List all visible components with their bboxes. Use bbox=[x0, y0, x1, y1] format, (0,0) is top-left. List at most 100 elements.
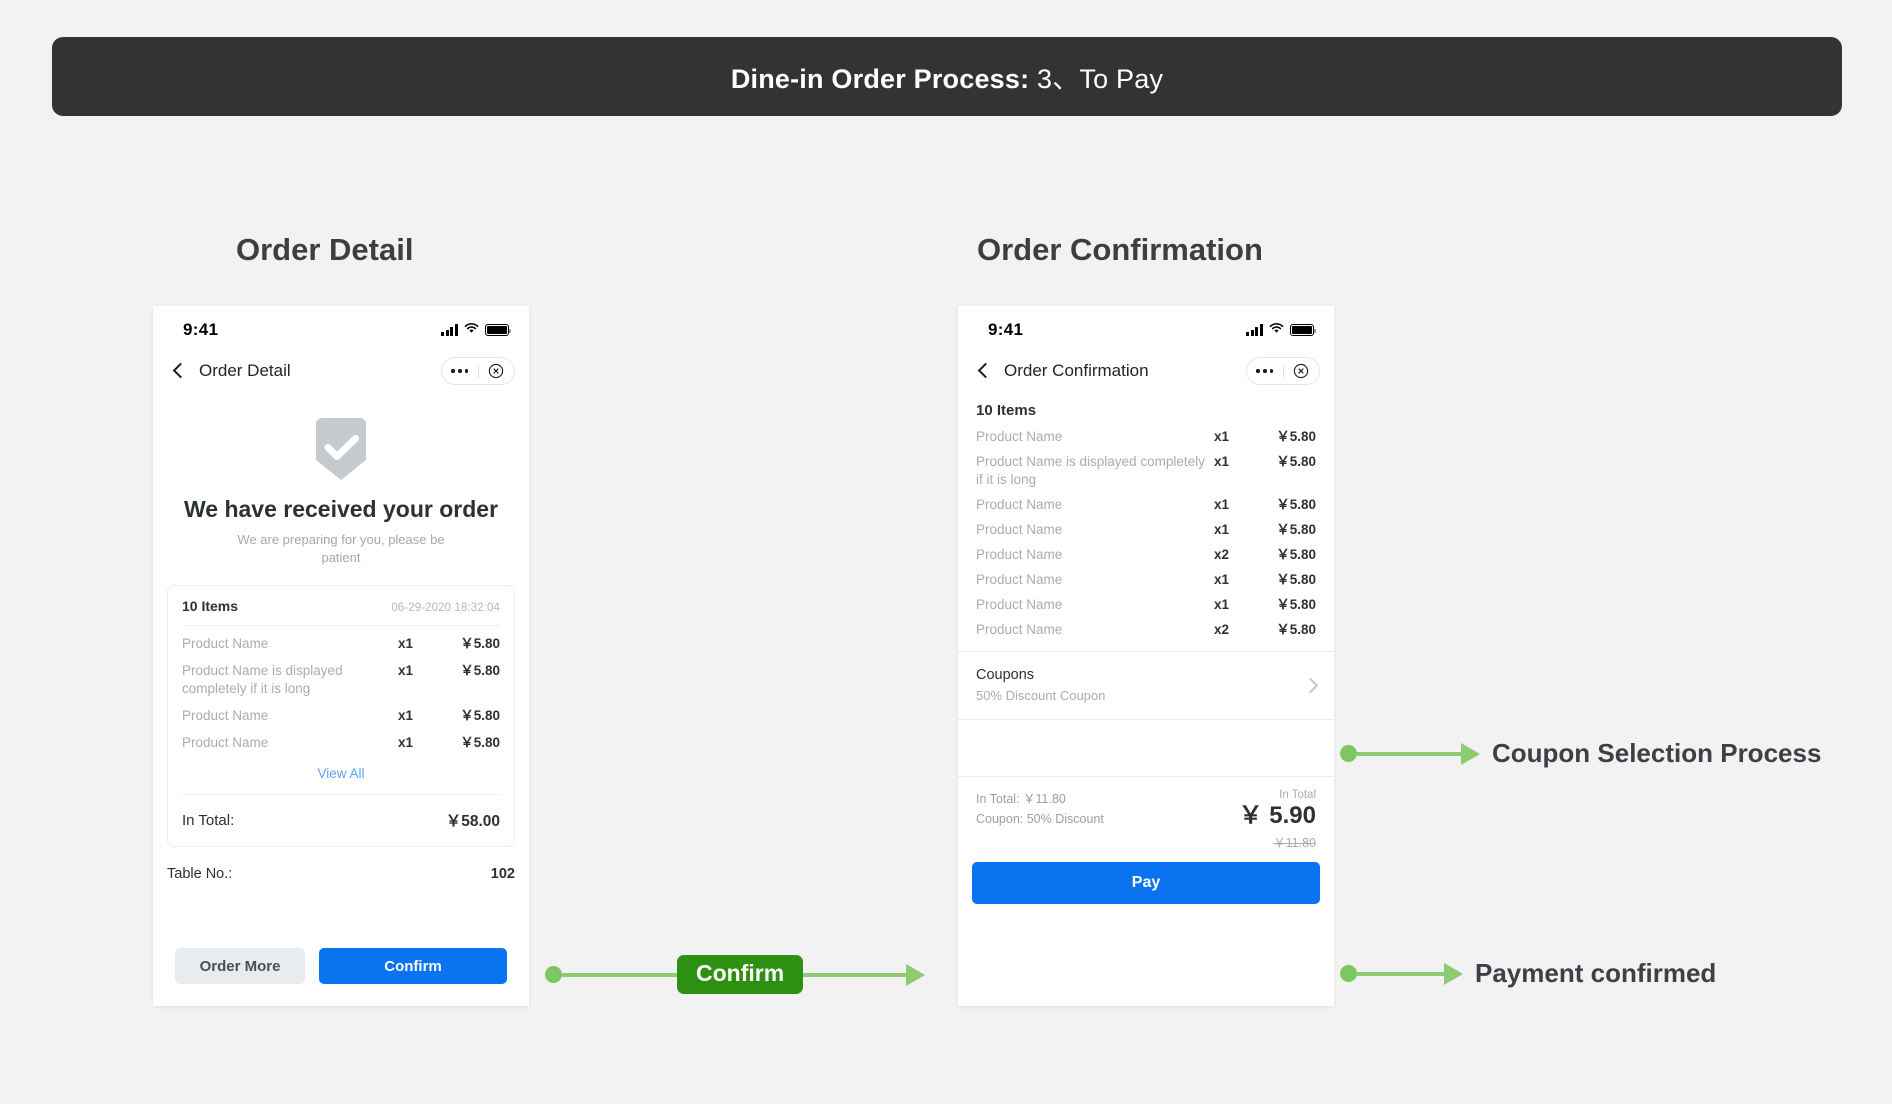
annotation-payment-confirmed: Payment confirmed bbox=[1340, 958, 1716, 989]
banner-title-text: Dine-in Order Process: bbox=[730, 64, 1030, 94]
chevron-right-icon bbox=[1302, 677, 1319, 693]
mini-program-capsule bbox=[441, 357, 515, 385]
capsule-divider bbox=[477, 364, 479, 378]
order-item-row: Product Name is displayed completely if … bbox=[976, 446, 1316, 489]
more-icon[interactable] bbox=[1247, 369, 1283, 373]
coupon-line: Coupon: 50% Discount bbox=[976, 812, 1104, 826]
subtotal-line: In Total: ￥11.80 bbox=[976, 792, 1066, 806]
phone-order-detail: 9:41 Order Detail bbox=[153, 306, 529, 1006]
order-more-button[interactable]: Order More bbox=[175, 948, 305, 984]
items-count-label: 10 Items bbox=[182, 598, 239, 614]
order-item-quantity: x1 bbox=[1214, 597, 1230, 612]
cellular-signal-icon bbox=[1246, 324, 1263, 336]
order-item-quantity: x1 bbox=[398, 735, 414, 750]
order-item-quantity: x2 bbox=[1214, 547, 1230, 562]
order-item-price: ￥5.80 bbox=[1276, 497, 1316, 512]
table-number-value: 102 bbox=[490, 866, 515, 882]
coupon-texts: Coupons 50% Discount Coupon bbox=[976, 667, 1105, 703]
status-bar-time: 9:41 bbox=[988, 320, 1024, 339]
order-item-name: Product Name bbox=[182, 735, 269, 750]
order-item-price: ￥5.80 bbox=[460, 708, 500, 723]
table-number-label: Table No.: bbox=[167, 866, 233, 882]
cellular-signal-icon bbox=[441, 324, 458, 336]
order-item-name: Product Name bbox=[976, 497, 1063, 512]
order-total-label: In Total: bbox=[182, 811, 235, 829]
nav-title: Order Detail bbox=[199, 361, 291, 380]
order-status-headline: We have received your order bbox=[183, 496, 499, 522]
status-bar: 9:41 bbox=[958, 306, 1334, 348]
order-item-row: Product Name x1 ￥5.80 bbox=[182, 698, 500, 725]
annotation-arrow-icon bbox=[906, 963, 926, 986]
order-item-name: Product Name bbox=[182, 636, 269, 651]
view-all-link[interactable]: View All bbox=[317, 766, 365, 781]
order-item-row: Product Name x1 ￥5.80 bbox=[976, 564, 1316, 589]
close-icon[interactable] bbox=[1284, 363, 1320, 379]
process-banner: Dine-in Order Process: 3、To Pay bbox=[52, 37, 1842, 116]
order-item-price: ￥5.80 bbox=[460, 663, 500, 678]
order-item-row: Product Name x1 ￥5.80 bbox=[976, 514, 1316, 539]
annotation-start-dot bbox=[1340, 745, 1357, 762]
divider bbox=[958, 719, 1334, 720]
back-icon[interactable] bbox=[974, 361, 994, 381]
order-item-name: Product Name is displayed completely if … bbox=[976, 454, 1205, 487]
order-datetime: 06-29-2020 18:32:04 bbox=[391, 602, 500, 614]
order-item-price: ￥5.80 bbox=[1276, 429, 1316, 444]
card-header: 10 Items 06-29-2020 18:32:04 bbox=[182, 586, 500, 626]
order-item-row: Product Name is displayed completely if … bbox=[182, 653, 500, 698]
order-item-row: Product Name x1 ￥5.80 bbox=[976, 589, 1316, 614]
shield-check-icon bbox=[316, 418, 366, 480]
order-item-row: Product Name x2 ￥5.80 bbox=[976, 614, 1316, 639]
annotation-line bbox=[1357, 971, 1444, 976]
annotation-confirm-badge: Confirm bbox=[677, 955, 804, 994]
column-title-order-confirmation: Order Confirmation bbox=[977, 232, 1263, 267]
payment-original-value: ￥11.80 bbox=[1273, 836, 1316, 850]
annotation-line bbox=[562, 972, 677, 977]
order-total-value: ￥58.00 bbox=[445, 813, 500, 830]
order-item-quantity: x1 bbox=[398, 663, 414, 678]
order-item-price: ￥5.80 bbox=[460, 735, 500, 750]
order-item-quantity: x1 bbox=[1214, 497, 1230, 512]
more-icon[interactable] bbox=[442, 369, 478, 373]
pay-button[interactable]: Pay bbox=[972, 862, 1320, 904]
capsule-divider bbox=[1282, 364, 1284, 378]
confirm-button[interactable]: Confirm bbox=[319, 948, 507, 984]
order-item-price: ￥5.80 bbox=[1276, 547, 1316, 562]
order-items-list: Product Name x1 ￥5.80 Product Name is displ… bbox=[958, 421, 1334, 651]
order-item-name: Product Name is displayed completely if … bbox=[182, 663, 343, 696]
order-status-subtext: We are preparing for you, please be pati… bbox=[237, 532, 445, 565]
banner-title: Dine-in Order Process: 3、To Pay bbox=[731, 57, 1163, 96]
order-item-quantity: x1 bbox=[1214, 572, 1230, 587]
items-count-label: 10 Items bbox=[976, 402, 1037, 419]
nav-bar: Order Detail bbox=[153, 348, 529, 394]
payment-breakdown: In Total: ￥11.80 Coupon: 50% Discount bbox=[976, 789, 1104, 829]
order-item-row: Product Name x1 ￥5.80 bbox=[182, 626, 500, 653]
close-icon[interactable] bbox=[479, 363, 515, 379]
order-items-card: 10 Items 06-29-2020 18:32:04 Product Nam… bbox=[167, 585, 515, 847]
order-item-quantity: x1 bbox=[398, 636, 414, 651]
order-item-quantity: x1 bbox=[1214, 522, 1230, 537]
nav-bar: Order Confirmation bbox=[958, 348, 1334, 394]
order-item-name: Product Name bbox=[976, 547, 1063, 562]
order-item-quantity: x1 bbox=[398, 708, 414, 723]
order-item-quantity: x1 bbox=[1214, 454, 1230, 469]
divider bbox=[958, 651, 1334, 652]
battery-icon bbox=[485, 324, 512, 336]
divider bbox=[958, 776, 1334, 777]
annotation-start-dot bbox=[1340, 965, 1357, 982]
order-item-name: Product Name bbox=[976, 522, 1063, 537]
order-item-price: ￥5.80 bbox=[460, 636, 500, 651]
order-item-row: Product Name x1 ￥5.80 bbox=[182, 725, 500, 752]
order-total-row: In Total: ￥58.00 bbox=[182, 794, 500, 846]
order-item-row: Product Name x1 ￥5.80 bbox=[976, 489, 1316, 514]
mini-program-capsule bbox=[1246, 357, 1320, 385]
action-button-bar: Order More Confirm bbox=[153, 932, 529, 1006]
back-icon[interactable] bbox=[169, 361, 189, 381]
coupon-row[interactable]: Coupons 50% Discount Coupon bbox=[958, 652, 1334, 719]
battery-icon bbox=[1290, 324, 1317, 336]
banner-step-text: 3、To Pay bbox=[1037, 64, 1164, 94]
order-item-name: Product Name bbox=[182, 708, 269, 723]
wifi-icon bbox=[1269, 321, 1284, 339]
column-title-order-detail: Order Detail bbox=[236, 232, 414, 267]
order-item-price: ￥5.80 bbox=[1276, 622, 1316, 637]
annotation-coupon-process: Coupon Selection Process bbox=[1340, 738, 1821, 769]
